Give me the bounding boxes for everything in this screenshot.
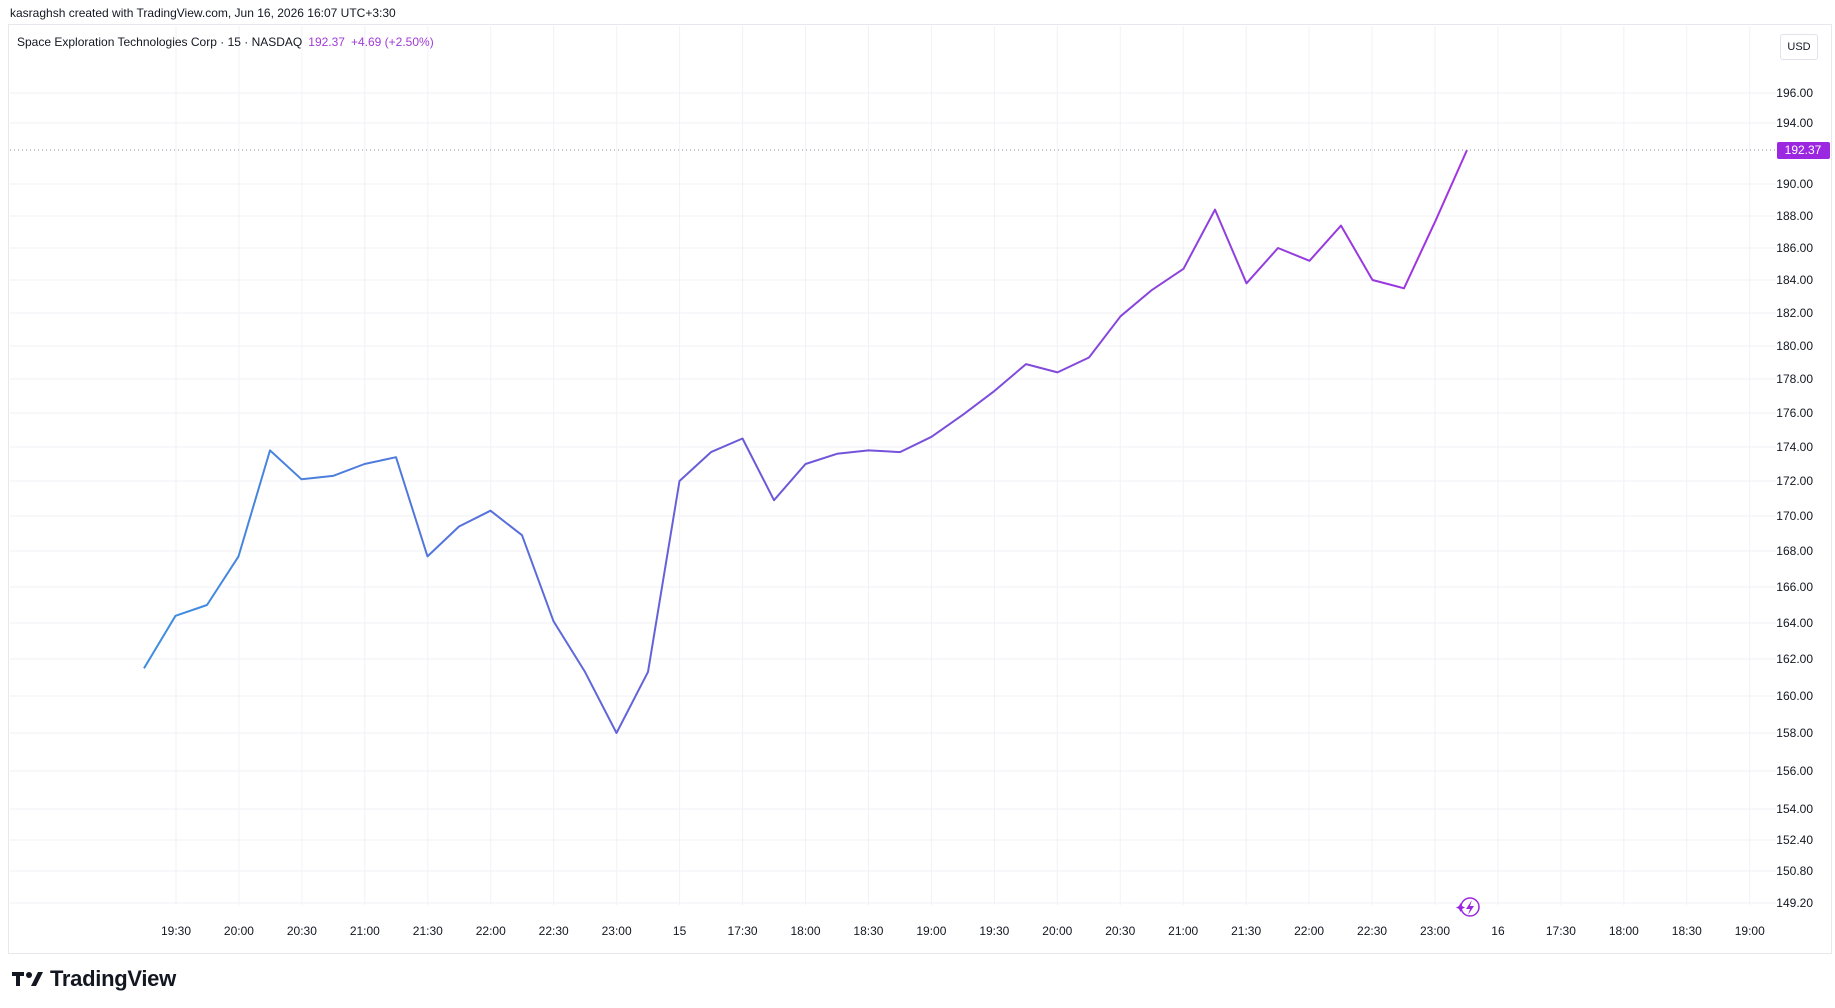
x-tick-label: 18:00 — [1609, 924, 1639, 938]
x-tick-label: 22:30 — [1357, 924, 1387, 938]
y-tick-label: 168.00 — [1776, 544, 1813, 558]
y-tick-label: 180.00 — [1776, 339, 1813, 353]
x-tick-label: 17:30 — [728, 924, 758, 938]
y-tick-label: 164.00 — [1776, 616, 1813, 630]
lightning-icon-bolt — [1466, 900, 1474, 915]
x-tick-label: 22:30 — [539, 924, 569, 938]
x-tick-label: 17:30 — [1546, 924, 1576, 938]
last-price-badge — [1777, 142, 1830, 159]
x-tick-label: 22:00 — [476, 924, 506, 938]
y-tick-label: 176.00 — [1776, 406, 1813, 420]
tradingview-logo-icon — [12, 972, 43, 986]
lightning-icon — [1456, 897, 1480, 917]
y-tick-label: 158.00 — [1776, 726, 1813, 740]
y-tick-label: 190.00 — [1776, 177, 1813, 191]
y-tick-label: 156.00 — [1776, 764, 1813, 778]
x-tick-label: 23:00 — [1420, 924, 1450, 938]
x-tick-label: 21:00 — [350, 924, 380, 938]
x-tick-label: 15 — [673, 924, 687, 938]
y-tick-label: 186.00 — [1776, 241, 1813, 255]
x-tick-label: 18:30 — [853, 924, 883, 938]
x-tick-label: 21:30 — [413, 924, 443, 938]
y-tick-label: 150.80 — [1776, 864, 1813, 878]
x-tick-label: 18:00 — [790, 924, 820, 938]
x-tick-label: 20:30 — [1105, 924, 1135, 938]
x-tick-label: 22:00 — [1294, 924, 1324, 938]
symbol-name: Space Exploration Technologies Corp · 15… — [17, 35, 303, 49]
y-tick-label: 188.00 — [1776, 209, 1813, 223]
y-tick-label: 182.00 — [1776, 306, 1813, 320]
y-tick-label: 170.00 — [1776, 509, 1813, 523]
y-tick-label: 178.00 — [1776, 372, 1813, 386]
x-tick-label: 19:00 — [916, 924, 946, 938]
chart-panel — [8, 24, 1832, 954]
y-tick-label: 172.00 — [1776, 474, 1813, 488]
x-tick-label: 16 — [1491, 924, 1505, 938]
x-tick-label: 19:30 — [161, 924, 191, 938]
y-tick-label: 154.00 — [1776, 802, 1813, 816]
y-tick-label: 162.00 — [1776, 652, 1813, 666]
last-price-label: 192.37 — [1785, 143, 1822, 157]
chart-caption: kasraghsh created with TradingView.com, … — [10, 6, 396, 20]
grid-lines — [10, 26, 1776, 905]
y-tick-label: 152.40 — [1776, 833, 1813, 847]
x-tick-label: 19:30 — [979, 924, 1009, 938]
x-tick-label: 20:00 — [1042, 924, 1072, 938]
series-line — [143, 149, 1468, 734]
brand-name: TradingView — [50, 966, 176, 991]
x-tick-label: 21:00 — [1168, 924, 1198, 938]
x-tick-label: 18:30 — [1672, 924, 1702, 938]
y-tick-label: 160.00 — [1776, 689, 1813, 703]
currency-button[interactable]: USD — [1780, 34, 1818, 60]
symbol-legend: Space Exploration Technologies Corp · 15… — [17, 35, 434, 49]
x-tick-label: 19:00 — [1735, 924, 1765, 938]
x-tick-label: 21:30 — [1231, 924, 1261, 938]
y-tick-label: 194.00 — [1776, 116, 1813, 130]
price-change: +4.69 (+2.50%) — [350, 35, 434, 49]
x-tick-label: 23:00 — [602, 924, 632, 938]
x-tick-label: 20:30 — [287, 924, 317, 938]
y-tick-label: 166.00 — [1776, 580, 1813, 594]
x-axis: 19:30 20:00 20:30 21:00 21:30 22:00 22:30 23:00… — [161, 924, 1765, 938]
tradingview-logo: TradingView — [12, 966, 176, 992]
y-tick-label: 174.00 — [1776, 440, 1813, 454]
y-tick-label: 196.00 — [1776, 86, 1813, 100]
x-tick-label: 20:00 — [224, 924, 254, 938]
y-tick-label: 149.20 — [1776, 896, 1813, 910]
y-axis: 196.00 194.00 190.00 188.00 186.00 184.00 182.… — [1776, 86, 1813, 910]
sparkle-icon — [1456, 903, 1465, 912]
y-tick-label: 184.00 — [1776, 273, 1813, 287]
last-price: 192.37 — [308, 35, 345, 49]
